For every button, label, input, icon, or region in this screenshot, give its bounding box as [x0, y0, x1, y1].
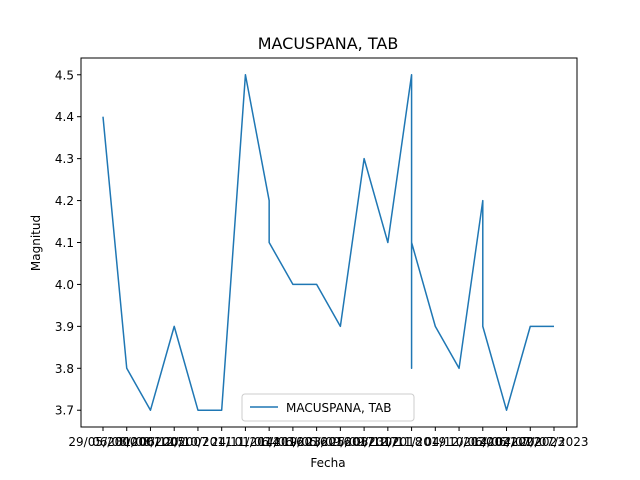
- x-tick-label: 29/05/2000: [68, 435, 137, 449]
- x-tick-label: 04/12/2020: [424, 435, 493, 449]
- x-tick-label: 10/06/2021: [448, 435, 517, 449]
- x-tick-label: 14/06/2016: [258, 435, 327, 449]
- x-tick-label: 03/12/2018: [353, 435, 422, 449]
- y-tick-label: 4.3: [55, 152, 74, 166]
- legend-box: [241, 393, 415, 422]
- y-tick-label: 4.1: [55, 236, 74, 250]
- y-axis: 3.7 3.8 3.9 4.0 4.1 4.2 4.3 4.4 4.5: [55, 68, 81, 418]
- x-tick-label: 23/09/2017: [306, 435, 375, 449]
- y-tick-label: 4.0: [55, 278, 74, 292]
- x-tick-label: 31/08/2005: [116, 435, 185, 449]
- legend-label: MACUSPANA, TAB: [286, 401, 391, 415]
- plot-frame: [80, 57, 578, 428]
- y-tick-label: 3.9: [55, 320, 74, 334]
- y-tick-label: 3.8: [55, 362, 74, 376]
- y-tick-label: 4.2: [55, 194, 74, 208]
- x-tick-label: 20/07/2023: [519, 435, 588, 449]
- y-axis-label: Magnitud: [29, 215, 43, 271]
- x-tick-label: 06/08/2001: [92, 435, 161, 449]
- x-tick-label: 24/11/2014: [211, 435, 280, 449]
- x-axis-label: Fecha: [310, 456, 345, 470]
- y-tick-label: 4.4: [55, 110, 74, 124]
- legend: MACUSPANA, TAB: [241, 393, 415, 422]
- x-axis: 29/05/200006/08/200131/08/200506/12/2007…: [68, 427, 589, 449]
- x-tick-label: 04/07/2023: [496, 435, 565, 449]
- x-tick-label: 01/06/2016: [235, 435, 304, 449]
- x-tick-label: 20/10/2011: [163, 435, 232, 449]
- series-line: [102, 74, 554, 411]
- x-tick-label: 25/09/2017: [330, 435, 399, 449]
- x-tick-label: 06/12/2007: [140, 435, 209, 449]
- chart-title: MACUSPANA, TAB: [258, 34, 399, 53]
- y-tick-label: 3.7: [55, 404, 74, 418]
- x-tick-label: 30/11/2019: [377, 435, 446, 449]
- y-tick-label: 4.5: [55, 68, 74, 82]
- x-tick-label: 14/06/2022: [472, 435, 541, 449]
- x-tick-label: 19/06/2016: [282, 435, 351, 449]
